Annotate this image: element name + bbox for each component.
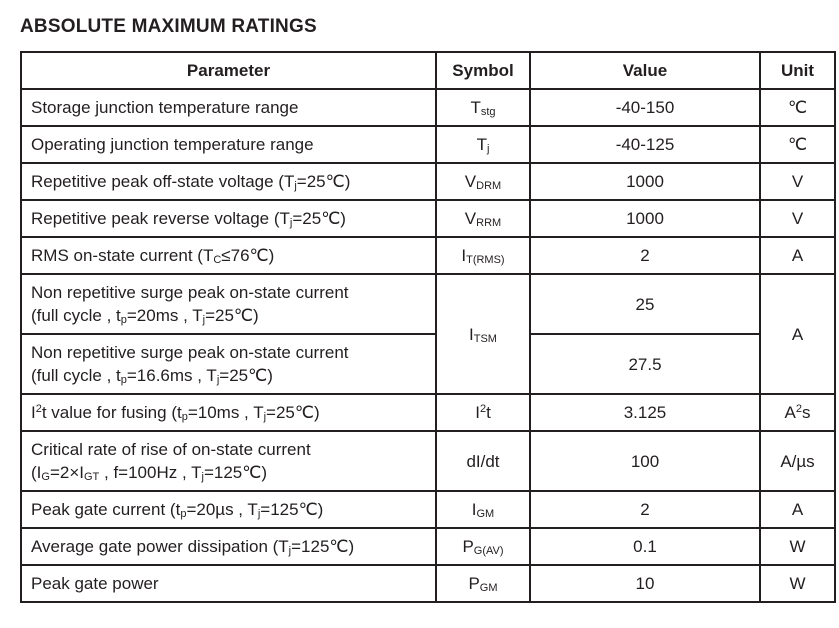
table-row: Peak gate current (tp=20µs , Tj=125℃) IGM…	[20, 490, 836, 529]
header-value: Value	[529, 51, 761, 90]
parameter-cell: Non repetitive surge peak on-state curre…	[20, 333, 437, 395]
table-row: RMS on-state current (TC≤76℃) IT(RMS) 2 A	[20, 236, 836, 275]
unit-cell: V	[759, 162, 836, 201]
parameter-cell: Average gate power dissipation (Tj=125℃)	[20, 527, 437, 566]
table-header-row: Parameter Symbol Value Unit	[20, 51, 836, 90]
table-row: Peak gate power PGM 10 W	[20, 564, 836, 603]
value-cell: -40-125	[529, 125, 761, 164]
table-row: Non repetitive surge peak on-state curre…	[20, 333, 835, 395]
symbol-cell: I2t	[435, 393, 531, 432]
symbol-cell: PGM	[435, 564, 531, 603]
datasheet-page: ABSOLUTE MAXIMUM RATINGS Parameter Symbo…	[20, 16, 836, 603]
symbol-cell: VDRM	[435, 162, 531, 201]
parameter-cell: Repetitive peak reverse voltage (Tj=25℃)	[20, 199, 437, 238]
symbol-cell: PG(AV)	[435, 527, 531, 566]
unit-cell: A	[759, 236, 836, 275]
value-cell: 25	[529, 273, 761, 335]
table-row: Repetitive peak off-state voltage (Tj=25…	[20, 162, 836, 201]
table-row: Non repetitive surge peak on-state curre…	[20, 273, 836, 395]
parameter-cell: Critical rate of rise of on-state curren…	[20, 430, 437, 492]
parameter-cell: RMS on-state current (TC≤76℃)	[20, 236, 437, 275]
symbol-cell: VRRM	[435, 199, 531, 238]
unit-cell: W	[759, 564, 836, 603]
parameter-cell: Peak gate power	[20, 564, 437, 603]
unit-cell: A2s	[759, 393, 836, 432]
value-cell: 3.125	[529, 393, 761, 432]
symbol-cell: ITSM	[435, 273, 531, 395]
value-cell: 1000	[529, 162, 761, 201]
parameter-cell: Repetitive peak off-state voltage (Tj=25…	[20, 162, 437, 201]
header-unit: Unit	[759, 51, 836, 90]
value-cell: 2	[529, 490, 761, 529]
table-row: Average gate power dissipation (Tj=125℃)…	[20, 527, 836, 566]
symbol-cell: IT(RMS)	[435, 236, 531, 275]
parameter-cell: Non repetitive surge peak on-state curre…	[20, 273, 437, 335]
ratings-table-body: Storage junction temperature range Tstg -4…	[20, 88, 836, 603]
table-row: Storage junction temperature range Tstg -4…	[20, 88, 836, 127]
parameter-cell: Peak gate current (tp=20µs , Tj=125℃)	[20, 490, 437, 529]
unit-cell: ℃	[759, 125, 836, 164]
unit-cell: ℃	[759, 88, 836, 127]
symbol-cell: IGM	[435, 490, 531, 529]
value-cell: 27.5	[529, 333, 761, 395]
section-title: ABSOLUTE MAXIMUM RATINGS	[20, 16, 317, 37]
value-cell: 10	[529, 564, 761, 603]
symbol-cell: dI/dt	[435, 430, 531, 492]
value-cell: 0.1	[529, 527, 761, 566]
value-cell: 1000	[529, 199, 761, 238]
header-symbol: Symbol	[435, 51, 531, 90]
absolute-maximum-ratings-table: Parameter Symbol Value Unit Storage junc…	[20, 51, 836, 603]
symbol-cell: Tstg	[435, 88, 531, 127]
unit-cell: A	[759, 273, 836, 395]
value-cell: 2	[529, 236, 761, 275]
value-cell: -40-150	[529, 88, 761, 127]
unit-cell: W	[759, 527, 836, 566]
unit-cell: A/µs	[759, 430, 836, 492]
parameter-cell: Storage junction temperature range	[20, 88, 437, 127]
table-row: Operating junction temperature range Tj -4…	[20, 125, 836, 164]
parameter-cell: I2t value for fusing (tp=10ms , Tj=25℃)	[20, 393, 437, 432]
unit-cell: V	[759, 199, 836, 238]
unit-cell: A	[759, 490, 836, 529]
parameter-cell: Operating junction temperature range	[20, 125, 437, 164]
symbol-cell: Tj	[435, 125, 531, 164]
table-row: Repetitive peak reverse voltage (Tj=25℃)…	[20, 199, 836, 238]
table-row: I2t value for fusing (tp=10ms , Tj=25℃) I…	[20, 393, 836, 432]
value-cell: 100	[529, 430, 761, 492]
table-row: Critical rate of rise of on-state curren…	[20, 430, 836, 492]
header-parameter: Parameter	[20, 51, 437, 90]
